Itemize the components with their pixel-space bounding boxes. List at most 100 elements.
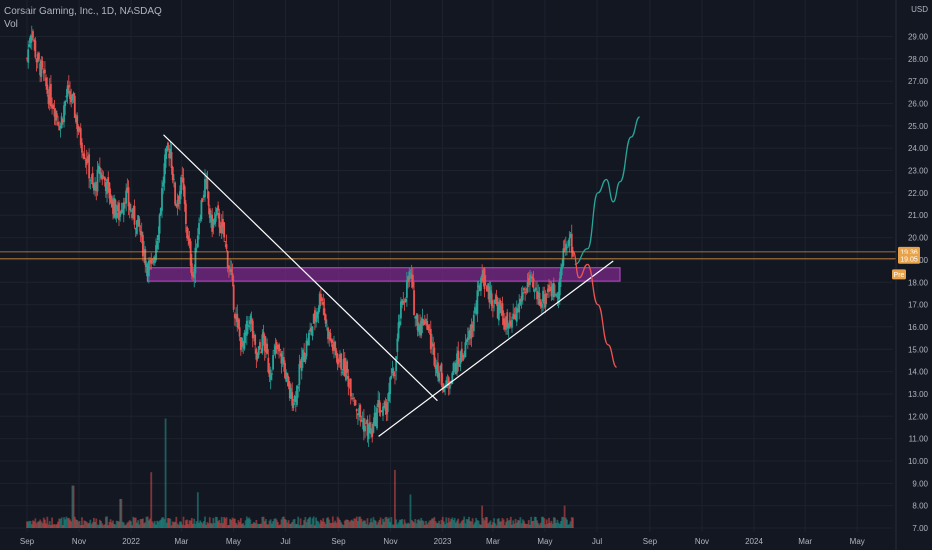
volume-bar: [304, 516, 307, 528]
volume-bar: [435, 522, 438, 528]
candle-body: [414, 316, 417, 319]
volume-bar: [568, 524, 571, 528]
candle-body: [164, 148, 167, 168]
volume-bar: [379, 517, 382, 528]
volume-bar: [187, 524, 190, 528]
volume-bar: [357, 521, 359, 528]
volume-bar: [115, 520, 118, 528]
volume-bar: [540, 516, 543, 528]
candle-body: [33, 39, 36, 41]
candle-body: [45, 77, 48, 87]
volume-bar: [562, 517, 565, 528]
volume-bar: [137, 520, 139, 528]
y-tick-label: 29.00: [908, 33, 929, 42]
candle-body: [256, 352, 259, 359]
volume-bar: [208, 517, 211, 528]
time-axis: Sep Nov 2022 Mar May Jul Sep Nov 2023 Mar May Jul Se…: [20, 537, 865, 546]
candle-body: [263, 335, 266, 351]
candle-body: [362, 418, 365, 432]
candle-body: [112, 200, 114, 215]
volume-bar: [476, 520, 479, 528]
candle-body: [247, 324, 249, 326]
candle-body: [131, 213, 134, 218]
candle-body: [242, 341, 245, 346]
volume-bar: [230, 520, 233, 528]
x-tick-label: Sep: [20, 537, 35, 546]
y-tick-label: 24.00: [908, 144, 929, 153]
volume-bar: [416, 519, 419, 528]
candle-body: [536, 291, 538, 300]
y-tick-label: 9.00: [912, 479, 928, 488]
volume-bar: [478, 524, 481, 528]
volume-bar: [46, 516, 49, 528]
candle-body: [188, 239, 191, 245]
volume-bar: [122, 522, 125, 528]
volume-bar: [244, 520, 247, 528]
volume-bar: [497, 518, 500, 528]
volume-bar: [548, 517, 550, 528]
candle-body: [183, 186, 186, 205]
volume-bar: [194, 523, 197, 528]
candle-body: [557, 291, 560, 300]
candle-body: [561, 264, 564, 269]
candle-body: [269, 374, 272, 380]
x-tick-label: May: [537, 537, 552, 546]
volume-bar: [38, 521, 40, 528]
volume-bar: [255, 519, 258, 528]
volume-bar: [281, 517, 284, 528]
candle-body: [385, 403, 388, 415]
candle-body: [489, 290, 492, 299]
price-badge-text: 19.36: [900, 249, 918, 256]
candle-body: [147, 260, 150, 277]
volume-bar: [189, 520, 192, 528]
volume-bar: [112, 520, 114, 528]
candle-body: [346, 361, 349, 373]
volume-bar: [153, 520, 156, 528]
volume-bar: [91, 522, 94, 528]
volume-bar: [329, 522, 332, 528]
volume-bar: [366, 518, 369, 528]
y-tick-label: 21.00: [908, 211, 929, 220]
candle-body: [139, 230, 142, 235]
x-tick-label: Jul: [592, 537, 602, 546]
candle-body: [279, 349, 282, 351]
volume-bar: [339, 519, 341, 528]
candle-body: [293, 396, 296, 402]
candle-body: [168, 153, 171, 159]
candle-body: [35, 58, 38, 63]
candle-body: [371, 431, 374, 437]
candle-body: [26, 58, 28, 60]
volume-bar: [165, 522, 168, 528]
candle-body: [71, 94, 74, 101]
candle-body: [189, 241, 192, 266]
candle-body: [132, 207, 135, 217]
volume-bar: [322, 518, 325, 528]
candle-body: [316, 311, 319, 319]
candle-body: [127, 187, 130, 207]
volume-bar: [443, 521, 445, 528]
volume-bar: [434, 521, 437, 528]
volume-bar: [508, 519, 511, 528]
candle-body: [341, 372, 344, 374]
candle-body: [494, 299, 497, 304]
volume-bar: [78, 520, 81, 528]
volume-bar: [520, 523, 523, 528]
candle-body: [351, 397, 353, 399]
candle-body: [526, 281, 529, 293]
pre-market-marker: [892, 269, 906, 280]
volume-bar: [395, 519, 398, 528]
candle-body: [236, 313, 239, 322]
candle-body: [440, 363, 443, 385]
volume-bar: [311, 518, 314, 528]
candle-body: [276, 345, 279, 347]
volume-bar: [59, 518, 62, 528]
candle-body: [311, 326, 314, 337]
volume-bar: [188, 520, 191, 528]
candle-body: [244, 332, 247, 335]
candle-body: [517, 310, 519, 312]
volume-bar: [480, 524, 482, 528]
volume-bar: [288, 523, 291, 528]
volume-bar: [292, 519, 295, 528]
candle-body: [535, 287, 537, 291]
